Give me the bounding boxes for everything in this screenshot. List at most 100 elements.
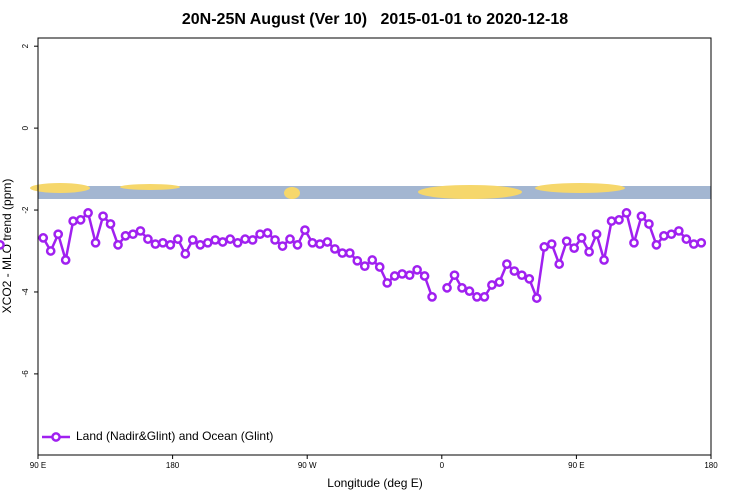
data-point <box>599 255 609 265</box>
data-point <box>68 216 78 226</box>
data-point <box>374 262 385 272</box>
data-point <box>397 269 408 279</box>
data-point <box>75 215 86 225</box>
data-point <box>367 255 378 265</box>
data-point <box>143 234 153 244</box>
data-point <box>479 292 490 302</box>
data-point <box>614 215 624 225</box>
data-point <box>569 243 580 253</box>
data-point <box>502 259 512 269</box>
data-point <box>606 216 617 226</box>
data-point <box>158 237 168 248</box>
data-point <box>285 234 295 244</box>
data-point <box>554 259 565 269</box>
plot-frame <box>37 37 712 456</box>
data-point <box>210 235 221 245</box>
x-tick-label: 180 <box>704 461 718 470</box>
data-point <box>651 240 662 250</box>
legend-label: Land (Nadir&Glint) and Ocean (Glint) <box>76 429 273 443</box>
data-point <box>359 261 370 272</box>
data-point <box>509 266 520 276</box>
data-point <box>524 274 535 284</box>
data-point <box>187 235 198 245</box>
data-point <box>584 246 594 257</box>
data-point <box>83 208 93 218</box>
data-point <box>457 283 467 293</box>
data-point <box>681 234 692 244</box>
data-point <box>270 235 280 245</box>
data-point <box>128 229 138 240</box>
data-point <box>277 241 288 251</box>
data-point <box>292 240 303 250</box>
data-point <box>330 244 340 254</box>
data-point <box>404 270 415 281</box>
data-point <box>516 270 527 281</box>
data-point <box>172 234 183 244</box>
data-point <box>135 226 146 236</box>
land <box>535 183 625 193</box>
data-point <box>113 240 123 250</box>
x-axis-label: Longitude (deg E) <box>327 476 422 490</box>
y-tick-label: -4 <box>21 288 30 296</box>
data-point <box>673 226 684 236</box>
data-point <box>195 240 206 250</box>
data-point <box>315 239 325 249</box>
data-point <box>644 219 654 229</box>
chart-title: 20N-25N August (Ver 10) 2015-01-01 to 20… <box>182 11 568 28</box>
y-tick-label: 2 <box>21 43 30 48</box>
data-point <box>576 233 587 243</box>
x-tick-label: 90 E <box>30 461 46 470</box>
data-point <box>666 229 677 240</box>
data-point <box>696 237 707 248</box>
data-point <box>247 235 258 245</box>
data-point <box>352 255 363 266</box>
y-tick-label: -6 <box>21 370 30 378</box>
data-point <box>487 280 497 290</box>
data-point <box>561 236 572 247</box>
data-point <box>419 271 430 281</box>
data-point <box>464 286 475 296</box>
data-point <box>494 277 505 287</box>
data-point <box>539 242 550 252</box>
data-point <box>60 255 71 265</box>
data-point <box>217 237 228 247</box>
data-point <box>688 239 699 249</box>
data-point <box>546 239 557 249</box>
data-point <box>202 237 213 248</box>
data-point <box>150 239 161 249</box>
legend: Land (Nadir&Glint) and Ocean (Glint) <box>42 429 273 443</box>
data-point <box>53 229 64 240</box>
data-point <box>262 228 273 238</box>
data-point <box>472 292 482 302</box>
data-point <box>165 240 176 250</box>
data-point <box>621 208 632 218</box>
data-point <box>0 240 5 250</box>
data-point <box>629 237 639 248</box>
land <box>30 183 90 193</box>
data-point <box>322 237 333 247</box>
data-point <box>412 264 422 275</box>
y-tick-label: -2 <box>21 206 30 214</box>
data-point <box>225 234 236 244</box>
data-point <box>382 278 393 288</box>
land <box>120 184 180 190</box>
data-point <box>300 225 310 235</box>
data-point <box>449 270 460 281</box>
data-point <box>337 248 348 258</box>
data-point <box>240 234 250 244</box>
y-tick-label: 0 <box>21 125 30 130</box>
data-point <box>255 229 265 240</box>
data-point <box>389 271 400 281</box>
data-point <box>105 219 116 229</box>
data-point <box>120 230 131 241</box>
legend-marker <box>51 432 61 442</box>
data-point <box>232 237 243 248</box>
data-point <box>636 211 647 222</box>
land <box>284 187 300 199</box>
map-strip <box>30 183 711 199</box>
data-point <box>344 248 355 258</box>
x-tick-label: 0 <box>440 461 445 470</box>
plot-area <box>38 38 711 455</box>
x-tick-label: 90 W <box>298 461 317 470</box>
